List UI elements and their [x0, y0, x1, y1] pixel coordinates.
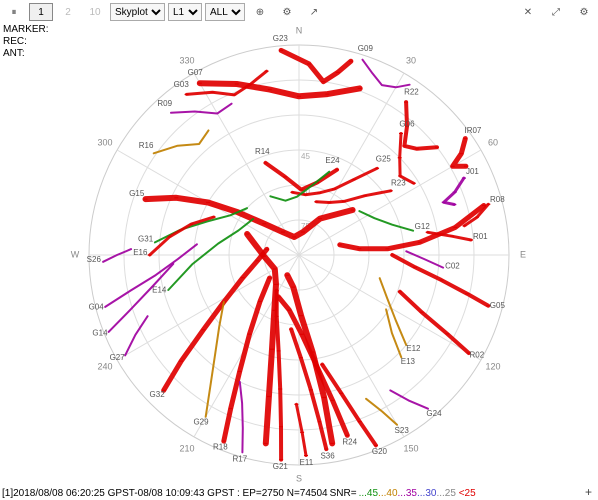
svg-text:330: 330: [179, 55, 194, 65]
sys-select[interactable]: ALL: [205, 3, 245, 21]
svg-text:S26: S26: [87, 255, 102, 264]
svg-text:E24: E24: [325, 156, 340, 165]
legend-item: ...30: [417, 488, 436, 499]
svg-text:45: 45: [301, 152, 310, 161]
svg-text:150: 150: [403, 443, 418, 453]
gear-icon[interactable]: ⚙: [275, 3, 299, 21]
svg-text:G32: G32: [150, 390, 166, 399]
toolbar: ⏸ 1 2 10 Skyplot L1 ALL ⊕ ⚙ ↗ ✕ ⤢ ⚙: [2, 2, 596, 22]
svg-text:G15: G15: [129, 189, 145, 198]
svg-text:R09: R09: [157, 99, 172, 108]
svg-text:R16: R16: [139, 141, 154, 150]
svg-text:G14: G14: [92, 328, 108, 337]
svg-text:G29: G29: [193, 418, 209, 427]
btn-2[interactable]: 2: [56, 3, 80, 21]
expand-icon[interactable]: ⤢: [544, 3, 568, 21]
svg-text:G09: G09: [358, 44, 374, 53]
snr-legend: ...45...40...35...30...25 <25: [359, 488, 476, 499]
svg-text:R01: R01: [473, 232, 488, 241]
svg-text:60: 60: [488, 137, 498, 147]
legend-item: ...45: [359, 488, 378, 499]
svg-text:S36: S36: [320, 451, 335, 460]
svg-text:R14: R14: [255, 147, 270, 156]
svg-text:S: S: [296, 473, 302, 482]
legend-item: ...40: [378, 488, 397, 499]
svg-text:120: 120: [485, 361, 500, 371]
svg-text:E16: E16: [133, 248, 148, 257]
svg-text:G12: G12: [415, 222, 431, 231]
legend-item: ...25: [436, 488, 455, 499]
snr-label: SNR=: [330, 488, 357, 499]
svg-text:G23: G23: [273, 34, 289, 43]
svg-text:G20: G20: [372, 447, 388, 456]
svg-text:R22: R22: [404, 87, 419, 96]
center-icon[interactable]: ⊕: [248, 3, 272, 21]
svg-text:240: 240: [97, 361, 112, 371]
svg-text:R18: R18: [213, 443, 228, 452]
skyplot-area[interactable]: 4560753060120150210240300330NESWG07G23G0…: [0, 20, 598, 482]
svg-text:G04: G04: [89, 302, 105, 311]
svg-text:R23: R23: [391, 178, 406, 187]
settings-icon[interactable]: ⚙: [572, 3, 596, 21]
svg-text:W: W: [71, 249, 80, 259]
plot-type-select[interactable]: Skyplot: [110, 3, 165, 21]
svg-text:300: 300: [97, 137, 112, 147]
status-text: [1]2018/08/08 06:20:25 GPST-08/08 10:09:…: [2, 488, 328, 499]
svg-text:G24: G24: [426, 409, 442, 418]
svg-text:R24: R24: [342, 437, 357, 446]
svg-text:G06: G06: [399, 119, 415, 128]
svg-text:IR07: IR07: [464, 126, 481, 135]
svg-text:R17: R17: [232, 454, 247, 463]
close-icon[interactable]: ✕: [516, 3, 540, 21]
svg-text:210: 210: [179, 443, 194, 453]
svg-text:E: E: [520, 249, 526, 259]
svg-text:G25: G25: [376, 154, 392, 163]
status-bar: [1]2018/08/08 06:20:25 GPST-08/08 10:09:…: [2, 485, 596, 499]
btn-1[interactable]: 1: [29, 3, 53, 21]
pause-button[interactable]: ⏸: [2, 3, 26, 21]
svg-text:N: N: [296, 25, 303, 35]
legend-item: <25: [456, 488, 476, 499]
svg-text:G31: G31: [138, 235, 154, 244]
svg-text:E13: E13: [401, 357, 416, 366]
svg-text:G03: G03: [174, 80, 190, 89]
svg-text:G07: G07: [188, 68, 204, 77]
svg-text:R08: R08: [490, 195, 505, 204]
arrow-icon[interactable]: ↗: [302, 3, 326, 21]
svg-text:S23: S23: [395, 426, 410, 435]
svg-text:30: 30: [406, 55, 416, 65]
svg-text:E14: E14: [152, 285, 167, 294]
toolbar-right: ✕ ⤢ ⚙: [516, 3, 596, 21]
svg-text:E11: E11: [300, 458, 314, 467]
svg-text:E12: E12: [406, 344, 421, 353]
svg-text:G27: G27: [110, 353, 126, 362]
svg-text:R02: R02: [469, 351, 484, 360]
svg-text:G21: G21: [273, 462, 289, 471]
zoom-plus-icon[interactable]: +: [585, 485, 596, 499]
svg-text:J01: J01: [466, 167, 479, 176]
svg-text:G05: G05: [490, 301, 506, 310]
freq-select[interactable]: L1: [168, 3, 202, 21]
legend-item: ...35: [398, 488, 417, 499]
svg-text:C02: C02: [445, 261, 460, 270]
btn-10[interactable]: 10: [83, 3, 107, 21]
